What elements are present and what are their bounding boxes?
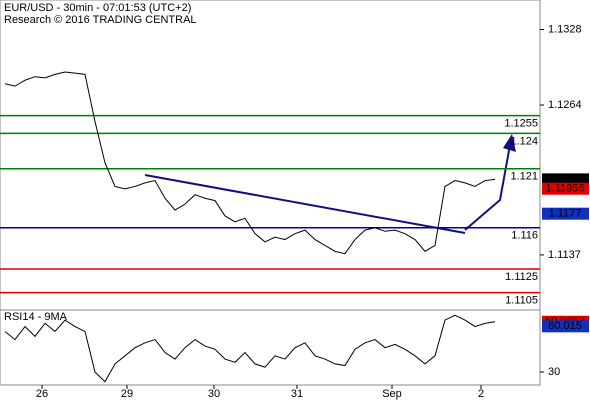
price-box [542,320,589,333]
arrow-head [503,134,516,152]
price-box [542,182,589,195]
level-label: 1.1125 [505,271,538,283]
chart-title: EUR/USD - 30min - 07:01:53 (UTC+2) [4,2,191,14]
x-tick-label: 2 [478,388,484,400]
plot-frame [0,0,541,386]
level-label: 1.124 [510,135,538,147]
level-label: 1.116 [511,230,538,242]
y-tick-label: 30 [548,366,560,378]
price-box-label: 1.1201 [548,173,582,185]
level-label: 1.1105 [505,295,538,307]
y-tick-label: 1.1137 [548,249,581,261]
chart-subtitle: Research © 2016 TRADING CENTRAL [4,14,197,26]
price-box-label: 1.11956 [546,183,585,195]
x-tick-label: 26 [36,388,48,400]
x-tick-label: 31 [291,388,303,400]
x-tick-label: 30 [208,388,220,400]
level-label: 1.1255 [504,118,538,130]
price-box-label: 1.1177 [549,208,582,220]
y-tick-label: 1.1328 [548,23,582,35]
price-box [542,207,589,220]
rsi-title: RSI14 - 9MA [4,311,68,323]
forecast-arrow [464,144,511,231]
level-label: 1.121 [510,171,538,183]
price-line [4,71,496,255]
trend-line [144,174,466,234]
price-box-label: 60.015 [548,320,582,332]
price-box [542,173,589,186]
x-tick-label: Sep [382,388,402,400]
y-tick-label: 1.1264 [548,99,582,111]
x-tick-label: 29 [121,388,133,400]
price-line [4,314,496,383]
